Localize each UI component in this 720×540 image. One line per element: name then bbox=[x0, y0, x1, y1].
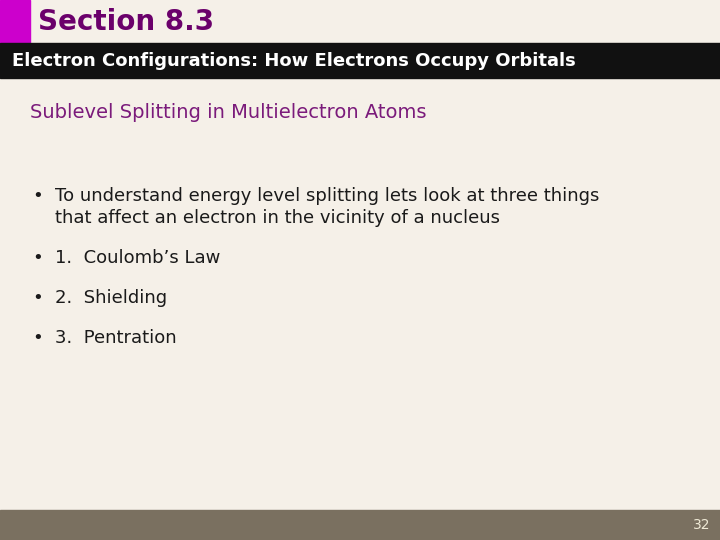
Text: Section 8.3: Section 8.3 bbox=[38, 8, 214, 36]
Text: 1.  Coulomb’s Law: 1. Coulomb’s Law bbox=[55, 249, 220, 267]
Bar bbox=[0, 0, 30, 43]
Text: 3.  Pentration: 3. Pentration bbox=[55, 329, 176, 347]
Text: •: • bbox=[32, 329, 43, 347]
Text: •: • bbox=[32, 289, 43, 307]
Bar bbox=[0, 510, 720, 540]
Text: •: • bbox=[32, 249, 43, 267]
Text: Electron Configurations: How Electrons Occupy Orbitals: Electron Configurations: How Electrons O… bbox=[12, 51, 576, 70]
Text: 32: 32 bbox=[693, 518, 710, 532]
Text: •: • bbox=[32, 187, 43, 205]
Text: Sublevel Splitting in Multielectron Atoms: Sublevel Splitting in Multielectron Atom… bbox=[30, 103, 426, 122]
Bar bbox=[0, 43, 720, 78]
Text: To understand energy level splitting lets look at three things: To understand energy level splitting let… bbox=[55, 187, 599, 205]
Text: that affect an electron in the vicinity of a nucleus: that affect an electron in the vicinity … bbox=[55, 209, 500, 227]
Text: 2.  Shielding: 2. Shielding bbox=[55, 289, 167, 307]
